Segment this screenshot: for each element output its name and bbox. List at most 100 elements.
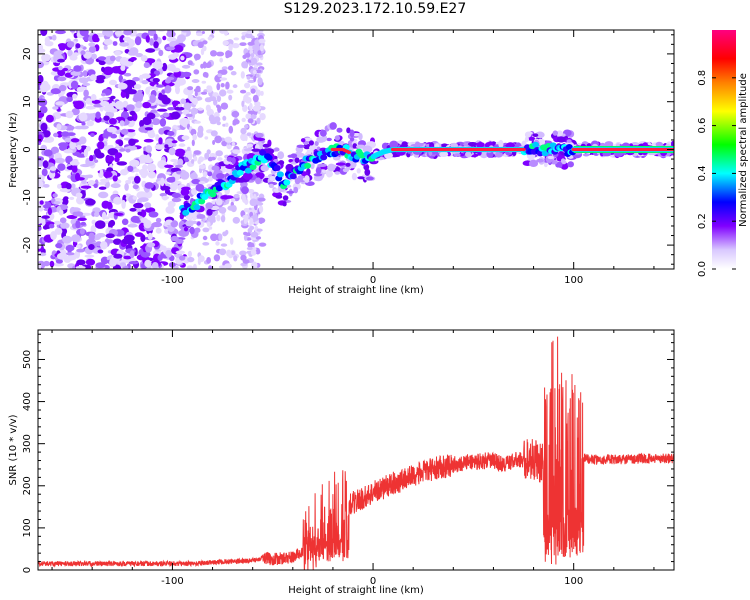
noise-blob xyxy=(55,243,63,249)
noise-blob xyxy=(126,130,136,138)
ridge-halo-blob xyxy=(556,136,566,143)
noise-blob xyxy=(109,55,116,62)
noise-blob xyxy=(78,77,89,84)
noise-blob xyxy=(81,180,87,184)
noise-blob xyxy=(79,125,89,130)
ridge-halo-blob xyxy=(185,220,194,227)
noise-blob xyxy=(137,211,143,216)
noise-blob xyxy=(133,219,141,223)
ridge-halo-blob xyxy=(191,220,198,224)
ridge-halo-blob xyxy=(181,186,191,191)
ridge-halo-blob xyxy=(326,137,332,142)
ridge-halo-blob xyxy=(211,165,220,171)
noise-blob xyxy=(244,134,248,142)
y-tick-label: 400 xyxy=(22,392,33,411)
noise-blob xyxy=(101,211,107,220)
noise-blob xyxy=(204,136,209,140)
ridge-halo-blob xyxy=(255,132,264,138)
noise-blob xyxy=(242,259,250,264)
noise-blob xyxy=(154,144,165,150)
ridge-halo-blob xyxy=(300,138,306,143)
noise-blob xyxy=(219,57,223,63)
noise-blob xyxy=(82,82,91,86)
ridge-halo-blob xyxy=(303,143,311,150)
noise-blob xyxy=(136,208,142,213)
noise-blob xyxy=(135,101,143,109)
noise-blob xyxy=(62,235,73,244)
colorbar-tick-label: 0.4 xyxy=(697,165,708,181)
noise-blob xyxy=(164,85,172,94)
ridge-halo-blob xyxy=(183,226,189,232)
noise-blob xyxy=(244,215,249,223)
noise-blob xyxy=(143,157,153,164)
noise-blob xyxy=(243,234,248,241)
noise-blob xyxy=(91,53,97,60)
colorbar-label: Normalized spectral amplitude xyxy=(738,73,749,227)
noise-blob xyxy=(119,34,125,44)
noise-blob xyxy=(95,78,105,84)
ridge-halo-blob xyxy=(314,140,319,146)
noise-blob xyxy=(102,30,108,36)
ridge-halo-blob xyxy=(536,158,544,163)
noise-blob xyxy=(247,189,255,194)
noise-blob xyxy=(191,139,195,147)
noise-blob xyxy=(95,111,101,119)
noise-blob xyxy=(69,196,75,200)
noise-blob xyxy=(61,131,70,137)
colorbar-tick-label: 0.2 xyxy=(697,213,708,229)
noise-blob xyxy=(82,70,88,77)
noise-blob xyxy=(109,258,117,267)
noise-blob xyxy=(170,235,179,242)
noise-blob xyxy=(106,126,117,133)
ridge-halo-blob xyxy=(226,156,233,162)
noise-blob xyxy=(201,80,207,84)
noise-blob xyxy=(250,249,257,256)
noise-blob xyxy=(223,30,229,36)
ridge-halo-blob xyxy=(290,153,298,159)
noise-blob xyxy=(108,106,115,113)
noise-blob xyxy=(38,98,48,107)
noise-blob xyxy=(257,77,263,86)
ridge-core-blob xyxy=(289,173,297,180)
noise-blob xyxy=(171,192,181,199)
ridge-halo-blob xyxy=(269,176,276,181)
noise-blob xyxy=(167,131,175,136)
noise-blob xyxy=(186,265,194,269)
noise-blob xyxy=(54,157,66,164)
ridge-halo-blob xyxy=(293,186,299,194)
noise-blob xyxy=(246,246,253,251)
noise-blob xyxy=(129,250,135,259)
noise-blob xyxy=(244,82,251,89)
noise-blob xyxy=(38,204,44,212)
noise-blob xyxy=(217,157,223,161)
ridge-halo-blob xyxy=(642,142,648,147)
noise-blob xyxy=(225,168,232,173)
ridge-halo-blob xyxy=(296,144,305,148)
noise-blob xyxy=(175,85,180,95)
noise-blob xyxy=(181,71,192,78)
noise-blob xyxy=(165,46,176,51)
noise-blob xyxy=(171,197,182,203)
ridge-halo-blob xyxy=(335,162,346,166)
noise-blob xyxy=(130,57,137,61)
y-tick-label: 100 xyxy=(22,518,33,537)
noise-blob xyxy=(220,215,226,223)
noise-blob xyxy=(119,120,125,127)
noise-blob xyxy=(87,180,96,186)
ridge-halo-blob xyxy=(560,158,566,164)
noise-blob xyxy=(91,219,97,225)
ridge-halo-blob xyxy=(349,129,355,138)
ridge-halo-blob xyxy=(345,162,351,167)
noise-blob xyxy=(100,178,110,183)
noise-blob xyxy=(75,192,83,198)
noise-blob xyxy=(189,97,196,103)
noise-blob xyxy=(133,168,140,173)
noise-blob xyxy=(137,198,142,205)
noise-blob xyxy=(95,262,106,269)
y-tick-label: 300 xyxy=(22,434,33,453)
noise-blob xyxy=(76,144,82,151)
noise-blob xyxy=(253,264,258,269)
noise-blob xyxy=(221,66,228,71)
noise-blob xyxy=(255,74,260,78)
noise-blob xyxy=(170,220,179,228)
